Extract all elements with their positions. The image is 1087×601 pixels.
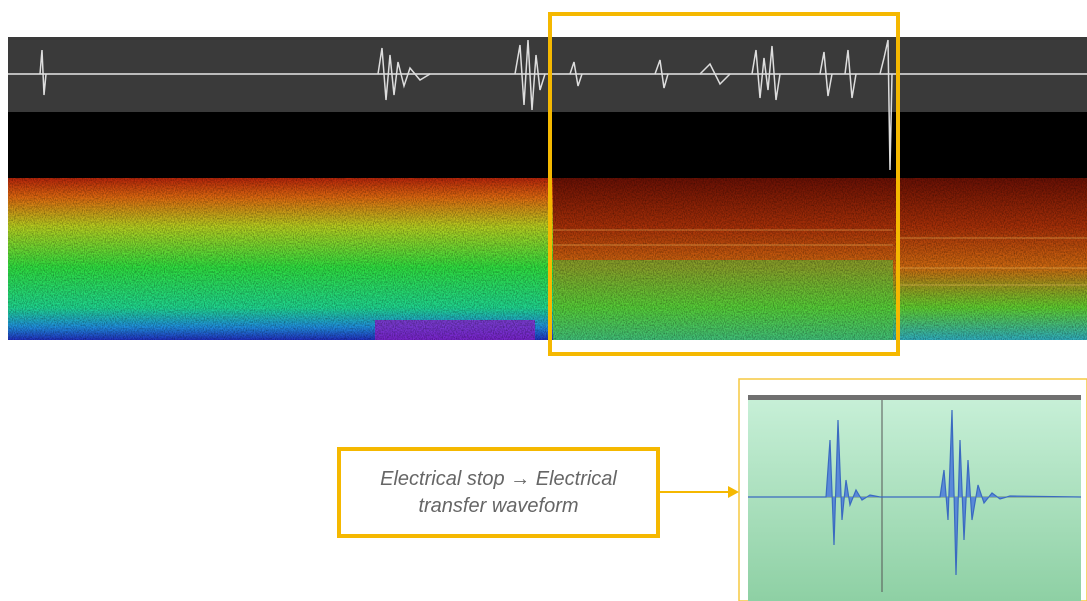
- highlight-box: [548, 12, 900, 356]
- connector-arrow: [728, 486, 739, 498]
- waveform-inset: [738, 378, 1087, 601]
- annotation-box: Electrical stop → Electrical transfer wa…: [337, 447, 660, 538]
- spectrogram-panel: [8, 37, 1087, 340]
- annotation-text: Electrical stop → Electrical transfer wa…: [380, 467, 617, 517]
